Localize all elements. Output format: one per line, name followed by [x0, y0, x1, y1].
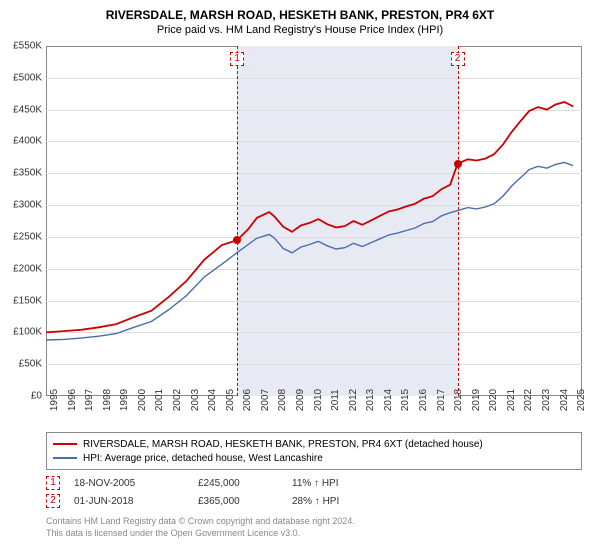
y-tick-label: £200K	[0, 263, 42, 274]
sale-marker-label: 1	[230, 52, 244, 66]
x-tick-label: 1995	[49, 389, 60, 411]
y-tick-label: £250K	[0, 231, 42, 242]
x-tick-label: 2006	[242, 389, 253, 411]
x-tick-label: 2008	[277, 389, 288, 411]
x-tick-label: 2012	[348, 389, 359, 411]
sale-date: 18-NOV-2005	[74, 478, 184, 489]
x-tick-label: 2024	[559, 389, 570, 411]
series-line-property	[46, 102, 573, 332]
x-tick-label: 2025	[576, 389, 587, 411]
chart-area: 12	[46, 46, 582, 396]
footer-line1: Contains HM Land Registry data © Crown c…	[46, 516, 355, 528]
series-svg	[46, 46, 582, 396]
legend-row: HPI: Average price, detached house, West…	[53, 451, 575, 465]
sale-price: £365,000	[198, 496, 278, 507]
x-tick-label: 2002	[172, 389, 183, 411]
y-tick-label: £50K	[0, 359, 42, 370]
sale-num-box: 2	[46, 494, 60, 508]
sale-num-box: 1	[46, 476, 60, 490]
x-tick-label: 2016	[418, 389, 429, 411]
y-tick-label: £300K	[0, 200, 42, 211]
x-tick-label: 2018	[453, 389, 464, 411]
y-tick-label: £350K	[0, 168, 42, 179]
y-tick-label: £150K	[0, 295, 42, 306]
x-tick-label: 2010	[313, 389, 324, 411]
x-tick-label: 1996	[67, 389, 78, 411]
x-tick-label: 1999	[119, 389, 130, 411]
y-tick-label: £100K	[0, 327, 42, 338]
chart-subtitle: Price paid vs. HM Land Registry's House …	[0, 22, 600, 40]
x-tick-label: 1997	[84, 389, 95, 411]
x-tick-label: 2023	[541, 389, 552, 411]
legend-row: RIVERSDALE, MARSH ROAD, HESKETH BANK, PR…	[53, 437, 575, 451]
sale-marker-dot	[454, 160, 462, 168]
chart-container: RIVERSDALE, MARSH ROAD, HESKETH BANK, PR…	[0, 0, 600, 560]
x-tick-label: 2020	[488, 389, 499, 411]
x-tick-label: 2017	[436, 389, 447, 411]
sale-price: £245,000	[198, 478, 278, 489]
x-tick-label: 2014	[383, 389, 394, 411]
sale-row: 2 01-JUN-2018 £365,000 28% ↑ HPI	[46, 492, 582, 510]
x-tick-label: 2005	[225, 389, 236, 411]
x-tick-label: 2009	[295, 389, 306, 411]
sale-diff: 11% ↑ HPI	[292, 478, 392, 489]
y-tick-label: £400K	[0, 136, 42, 147]
x-tick-label: 2019	[471, 389, 482, 411]
sale-marker-dot	[233, 236, 241, 244]
x-tick-label: 2001	[154, 389, 165, 411]
y-tick-label: £450K	[0, 104, 42, 115]
legend-label: RIVERSDALE, MARSH ROAD, HESKETH BANK, PR…	[83, 439, 483, 450]
x-tick-label: 2013	[365, 389, 376, 411]
x-tick-label: 2003	[190, 389, 201, 411]
legend-box: RIVERSDALE, MARSH ROAD, HESKETH BANK, PR…	[46, 432, 582, 470]
x-tick-label: 2000	[137, 389, 148, 411]
chart-title: RIVERSDALE, MARSH ROAD, HESKETH BANK, PR…	[0, 0, 600, 22]
x-tick-label: 2022	[523, 389, 534, 411]
sale-date: 01-JUN-2018	[74, 496, 184, 507]
sale-marker-label: 2	[451, 52, 465, 66]
x-tick-label: 2007	[260, 389, 271, 411]
y-tick-label: £0	[0, 391, 42, 402]
x-tick-label: 2021	[506, 389, 517, 411]
x-tick-label: 2004	[207, 389, 218, 411]
footer-line2: This data is licensed under the Open Gov…	[46, 528, 355, 540]
legend-swatch	[53, 443, 77, 445]
series-line-hpi	[46, 163, 573, 341]
legend-swatch	[53, 457, 77, 459]
footer-attribution: Contains HM Land Registry data © Crown c…	[46, 516, 355, 539]
legend-label: HPI: Average price, detached house, West…	[83, 453, 323, 464]
sale-row: 1 18-NOV-2005 £245,000 11% ↑ HPI	[46, 474, 582, 492]
sale-diff: 28% ↑ HPI	[292, 496, 392, 507]
y-tick-label: £550K	[0, 41, 42, 52]
x-tick-label: 2011	[330, 389, 341, 411]
x-tick-label: 1998	[102, 389, 113, 411]
x-tick-label: 2015	[400, 389, 411, 411]
y-tick-label: £500K	[0, 72, 42, 83]
sales-table: 1 18-NOV-2005 £245,000 11% ↑ HPI 2 01-JUN-201…	[46, 474, 582, 510]
